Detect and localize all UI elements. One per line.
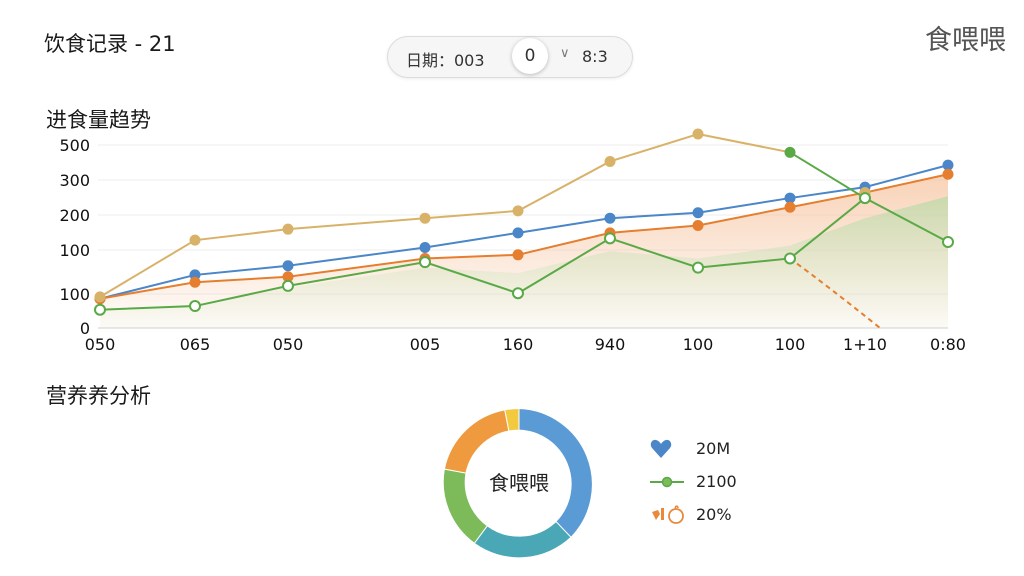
donut-slice	[473, 520, 572, 558]
data-point	[784, 201, 796, 213]
data-point	[189, 300, 201, 313]
legend-item: 2100	[650, 465, 737, 498]
x-tick-label: 100	[775, 335, 806, 354]
y-tick-label: 300	[59, 171, 90, 190]
donut-slice	[443, 409, 510, 474]
line-dot-icon	[650, 476, 696, 488]
date-label: 日期：003	[406, 51, 485, 70]
data-point	[94, 291, 106, 303]
x-tick-label: 0:80	[930, 335, 966, 354]
heart-icon	[650, 439, 696, 459]
data-point	[692, 207, 704, 219]
legend-text: 20M	[696, 439, 731, 458]
brand-logo: 食喂喂	[925, 25, 1006, 56]
data-point	[282, 260, 294, 272]
nutrition-donut: 食喂喂	[442, 408, 593, 558]
data-point	[942, 159, 954, 171]
app-title: 饮食记录 - 21	[44, 32, 176, 56]
data-point	[692, 128, 704, 140]
data-point	[859, 192, 871, 205]
data-point	[942, 235, 954, 248]
series-line	[99, 196, 949, 311]
date-picker[interactable]: 日期：003 0 ∨ 8:3	[387, 36, 633, 78]
legend-text: 2100	[696, 472, 737, 491]
data-point	[784, 146, 796, 158]
trend-title: 进食量趋势	[46, 108, 151, 132]
series-line	[789, 151, 866, 199]
data-point	[604, 232, 616, 245]
y-tick-label: 100	[59, 285, 90, 304]
x-tick-label: 005	[410, 335, 441, 354]
data-point	[189, 276, 201, 288]
donut-center-label: 食喂喂	[489, 471, 549, 495]
legend-text: 20%	[696, 505, 732, 524]
nutrition-legend: 20M 2100 20%	[650, 432, 737, 531]
data-point	[512, 249, 524, 261]
fruit-icon	[650, 504, 696, 526]
x-tick-label: 065	[180, 335, 211, 354]
y-tick-label: 200	[59, 206, 90, 225]
trend-chart: 500 300 200 100 100 0 050 065 050 005 160 940 100 10…	[59, 128, 966, 354]
y-tick-label: 500	[59, 136, 90, 155]
nutrition-title: 营养养分析	[46, 384, 151, 408]
donut-slice	[442, 468, 488, 544]
data-point	[419, 212, 431, 224]
y-tick-label: 0	[80, 319, 90, 338]
x-tick-label: 050	[85, 335, 116, 354]
dashed-line	[789, 257, 881, 329]
chevron-down-icon[interactable]: ∨	[560, 46, 570, 61]
x-tick-label: 100	[683, 335, 714, 354]
data-point	[94, 303, 106, 316]
data-point	[692, 220, 704, 232]
data-point	[512, 227, 524, 239]
series-line	[697, 133, 791, 154]
data-point	[604, 155, 616, 167]
area-fill-green	[100, 196, 948, 328]
legend-item: 20M	[650, 432, 737, 465]
date-end: 8:3	[582, 47, 608, 66]
x-tick-label: 050	[273, 335, 304, 354]
data-point	[419, 256, 431, 269]
data-point	[784, 192, 796, 204]
data-point	[784, 252, 796, 265]
data-point	[604, 212, 616, 224]
data-point	[942, 168, 954, 180]
donut-slice	[504, 408, 520, 432]
data-point	[282, 279, 294, 292]
series-line	[99, 164, 949, 300]
x-tick-label: 940	[595, 335, 626, 354]
legend-item: 20%	[650, 498, 737, 531]
series-line	[99, 173, 949, 300]
date-knob[interactable]: 0	[512, 38, 548, 74]
data-point	[512, 205, 524, 217]
x-tick-label: 1+10	[843, 335, 887, 354]
data-point	[512, 287, 524, 300]
data-point	[419, 241, 431, 253]
data-point	[282, 223, 294, 235]
y-tick-label: 100	[59, 241, 90, 260]
x-tick-label: 160	[503, 335, 534, 354]
data-point	[692, 261, 704, 274]
data-point	[189, 234, 201, 246]
